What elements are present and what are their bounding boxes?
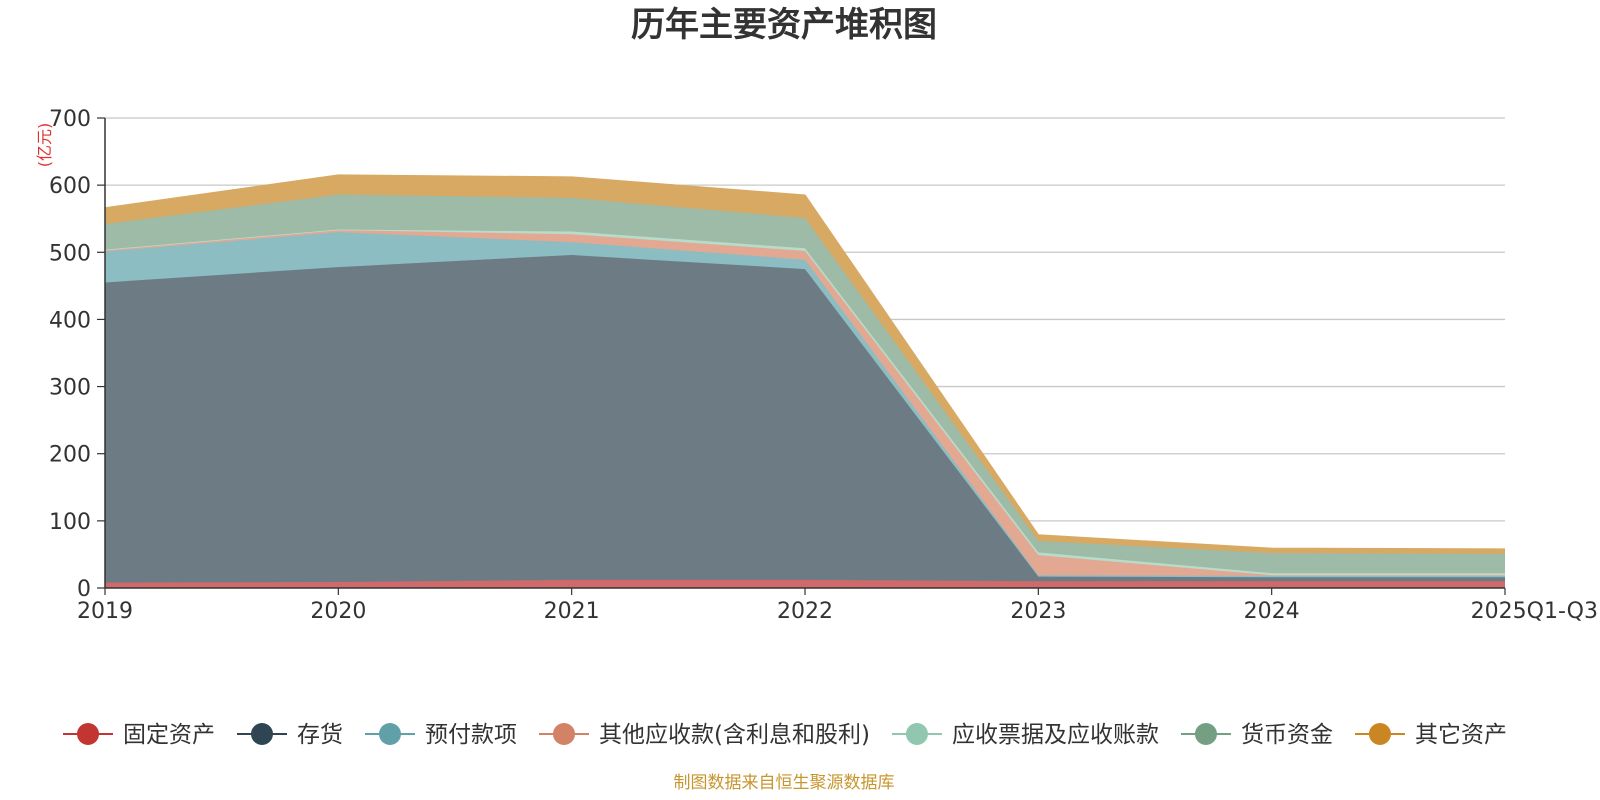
y-tick-label: 0 — [77, 577, 91, 602]
x-tick-label: 2022 — [777, 599, 833, 624]
x-tick-label: 2024 — [1244, 599, 1300, 624]
legend-item-3[interactable]: 其他应收款(含利息和股利) — [539, 722, 870, 748]
legend-label: 应收票据及应收账款 — [952, 722, 1159, 748]
area-series-1 — [105, 255, 1505, 583]
x-tick-label: 2020 — [310, 599, 366, 624]
legend: 固定资产 存货 预付款项 其他应收款(含利息和股利) 应收票据及应收账款 货币资金 其它资产 — [63, 722, 1507, 748]
y-tick-label: 200 — [49, 443, 91, 468]
legend-label: 货币资金 — [1241, 722, 1333, 748]
legend-label: 预付款项 — [425, 722, 517, 748]
y-tick-label: 400 — [49, 308, 91, 333]
y-axis-unit: (亿元) — [35, 123, 54, 168]
legend-label: 固定资产 — [123, 722, 215, 748]
legend-marker — [77, 723, 99, 745]
area-series-2 — [105, 232, 1505, 578]
area-series-line-6 — [104, 174, 1506, 550]
x-tick-label: 2019 — [77, 599, 133, 624]
legend-marker — [905, 723, 928, 745]
legend-marker — [553, 723, 575, 745]
legend-item-5[interactable]: 货币资金 — [1180, 722, 1333, 748]
legend-label: 存货 — [297, 722, 343, 748]
legend-marker — [251, 723, 273, 745]
legend-marker — [379, 723, 401, 745]
source-note: 制图数据来自恒生聚源数据库 — [674, 773, 895, 793]
y-tick-label: 600 — [49, 174, 91, 199]
y-tick-label: 700 — [49, 107, 91, 132]
legend-item-0[interactable]: 固定资产 — [63, 722, 215, 748]
y-tick-label: 500 — [49, 241, 91, 266]
legend-item-6[interactable]: 其它资产 — [1354, 722, 1507, 748]
legend-item-4[interactable]: 应收票据及应收账款 — [891, 722, 1159, 748]
legend-marker — [1194, 723, 1217, 745]
y-tick-label: 300 — [49, 376, 91, 401]
legend-label: 其他应收款(含利息和股利) — [599, 722, 870, 748]
legend-item-1[interactable]: 存货 — [237, 722, 343, 748]
x-tick-label: 2021 — [544, 599, 600, 624]
legend-label: 其它资产 — [1415, 722, 1507, 748]
x-tick-label: 2025Q1-Q3 — [1471, 599, 1598, 624]
chart-title: 历年主要资产堆积图 — [631, 5, 937, 45]
legend-marker — [1368, 723, 1391, 745]
x-tick-label: 2023 — [1010, 599, 1066, 624]
legend-item-2[interactable]: 预付款项 — [365, 722, 517, 748]
x-tick-labels: 2019 2020 2021 2022 2023 2024 2025Q1-Q3 — [77, 588, 1598, 624]
area-series-5 — [105, 194, 1505, 574]
y-tick-label: 100 — [49, 510, 91, 535]
area-series-group — [104, 174, 1506, 588]
y-tick-labels: 0 100 200 300 400 500 600 700 — [49, 107, 91, 602]
